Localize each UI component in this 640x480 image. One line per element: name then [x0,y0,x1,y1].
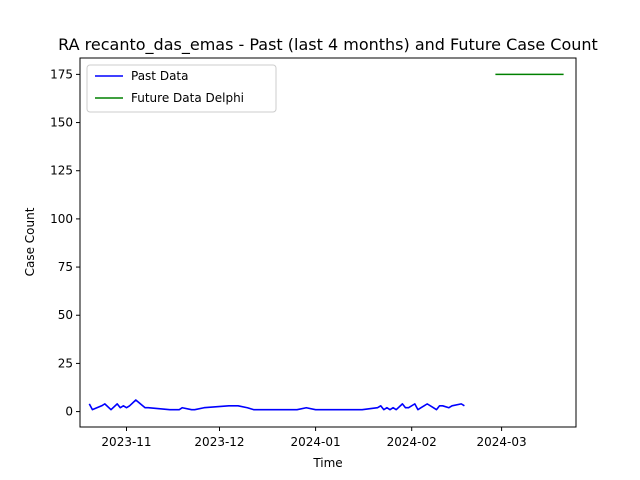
y-tick-label: 150 [50,116,73,130]
y-tick-label: 75 [58,260,73,274]
legend-box [86,64,277,113]
y-tick-label: 125 [50,164,73,178]
x-tick-label: 2023-12 [194,435,244,449]
y-tick-label: 50 [58,308,73,322]
series-group [88,73,564,411]
x-tick-label: 2023-11 [101,435,151,449]
y-axis-label: Case Count [23,207,37,276]
x-axis-label: Time [312,456,342,470]
y-tick-label: 0 [65,405,73,419]
x-tick-label: 2024-02 [387,435,437,449]
legend-label-0: Past Data [131,69,188,83]
y-tick-label: 175 [50,67,73,81]
x-axis: 2023-11 2023-12 2024-01 2024-02 2024-03 [101,427,527,449]
x-tick-label: 2024-03 [477,435,527,449]
x-tick-label: 2024-01 [291,435,341,449]
series-line-0 [88,399,465,411]
legend-label-1: Future Data Delphi [131,91,244,105]
chart-title: RA recanto_das_emas - Past (last 4 month… [58,35,598,55]
y-tick-label: 25 [58,356,73,370]
y-tick-label: 100 [50,212,73,226]
legend: Past Data Future Data Delphi [86,64,277,113]
y-axis: 0 25 50 75 100 125 150 175 [50,67,80,419]
plot-frame [79,57,577,428]
